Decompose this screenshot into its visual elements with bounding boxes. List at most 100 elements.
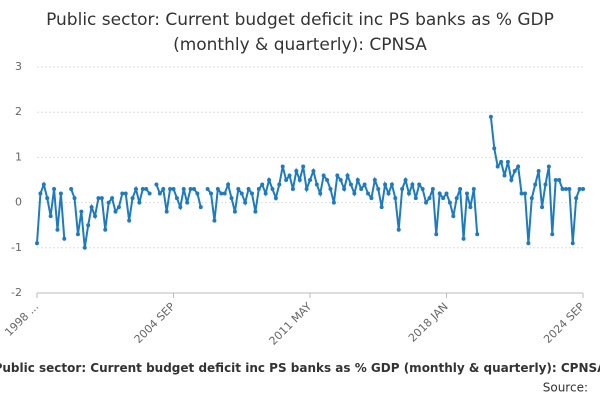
- data-point: [263, 191, 268, 196]
- data-point: [226, 182, 231, 187]
- data-point: [243, 200, 248, 205]
- data-point: [533, 182, 538, 187]
- data-point: [560, 187, 565, 192]
- data-point: [325, 178, 330, 182]
- data-point: [171, 187, 176, 192]
- data-point: [389, 182, 394, 187]
- data-point: [157, 191, 162, 196]
- data-point: [253, 209, 258, 214]
- data-point: [376, 187, 381, 192]
- data-point: [410, 182, 415, 187]
- data-point: [55, 227, 60, 232]
- data-point: [123, 191, 128, 196]
- data-point: [417, 182, 422, 187]
- data-point: [379, 205, 384, 210]
- data-point: [451, 214, 456, 219]
- data-point: [526, 241, 531, 246]
- data-point: [311, 168, 316, 173]
- data-point: [287, 173, 292, 178]
- data-point: [133, 187, 138, 192]
- data-point: [304, 187, 309, 192]
- data-point: [512, 168, 517, 173]
- data-point: [540, 205, 545, 210]
- data-point: [75, 232, 80, 237]
- data-point: [492, 146, 497, 151]
- data-point: [458, 187, 463, 192]
- data-point: [137, 200, 142, 205]
- data-point: [400, 187, 405, 192]
- footer: Public sector: Current budget deficit in…: [0, 361, 600, 375]
- data-point: [355, 178, 360, 182]
- data-point: [430, 187, 435, 192]
- series-line: [36, 116, 583, 248]
- data-point: [495, 164, 500, 169]
- data-point: [168, 187, 173, 192]
- data-point: [181, 187, 186, 192]
- data-point: [290, 187, 295, 192]
- data-point: [386, 191, 391, 196]
- data-point: [362, 182, 367, 187]
- data-point: [144, 187, 149, 192]
- data-point: [188, 187, 193, 192]
- data-point: [434, 232, 439, 237]
- data-point: [89, 205, 94, 210]
- data-point: [178, 205, 183, 210]
- y-tick-label: -2: [11, 286, 22, 299]
- data-point: [437, 191, 442, 196]
- y-tick-label: 2: [15, 105, 22, 118]
- chart-title: Public sector: Current budget deficit in…: [46, 10, 554, 55]
- data-point: [581, 187, 585, 192]
- data-point: [212, 218, 217, 223]
- data-point: [154, 182, 159, 187]
- data-point: [471, 187, 476, 192]
- data-point: [130, 196, 135, 201]
- data-point: [359, 187, 364, 192]
- data-point: [505, 159, 510, 164]
- data-point: [522, 191, 527, 196]
- source: Source:: [543, 381, 588, 395]
- data-point: [424, 200, 429, 205]
- data-point: [239, 191, 244, 196]
- data-point: [297, 178, 302, 182]
- data-point: [499, 159, 504, 164]
- data-point: [570, 241, 575, 246]
- data-point: [488, 114, 493, 119]
- data-point: [536, 168, 541, 173]
- x-tick-label: 2018 JAN: [406, 300, 451, 345]
- data-point: [444, 191, 449, 196]
- data-point: [96, 196, 101, 201]
- data-point: [331, 200, 336, 205]
- data-point: [45, 196, 50, 201]
- data-point: [396, 227, 401, 232]
- data-point: [48, 214, 53, 219]
- data-point: [369, 196, 374, 201]
- data-point: [403, 178, 408, 182]
- data-point: [256, 187, 261, 192]
- data-point: [338, 178, 343, 182]
- data-point: [516, 164, 521, 169]
- x-tick-label: 2024 SEP: [541, 300, 587, 346]
- data-point: [461, 236, 466, 241]
- data-point: [366, 191, 371, 196]
- data-point: [113, 209, 118, 214]
- data-point: [301, 164, 306, 169]
- data-point: [563, 187, 568, 192]
- data-point: [164, 209, 169, 214]
- data-point: [249, 191, 254, 196]
- data-point: [577, 187, 582, 192]
- data-point: [553, 178, 558, 182]
- y-tick-label: 0: [15, 196, 22, 209]
- data-point: [103, 227, 108, 232]
- data-point: [308, 178, 312, 182]
- y-tick-label: 1: [15, 150, 22, 163]
- data-point: [546, 164, 551, 169]
- data-point: [413, 196, 418, 201]
- data-point: [383, 182, 388, 187]
- x-tick-label: 1998 ...: [2, 300, 41, 339]
- data-point: [99, 196, 104, 201]
- y-tick-label: -1: [11, 241, 22, 254]
- data-point: [120, 191, 125, 196]
- data-point: [441, 196, 446, 201]
